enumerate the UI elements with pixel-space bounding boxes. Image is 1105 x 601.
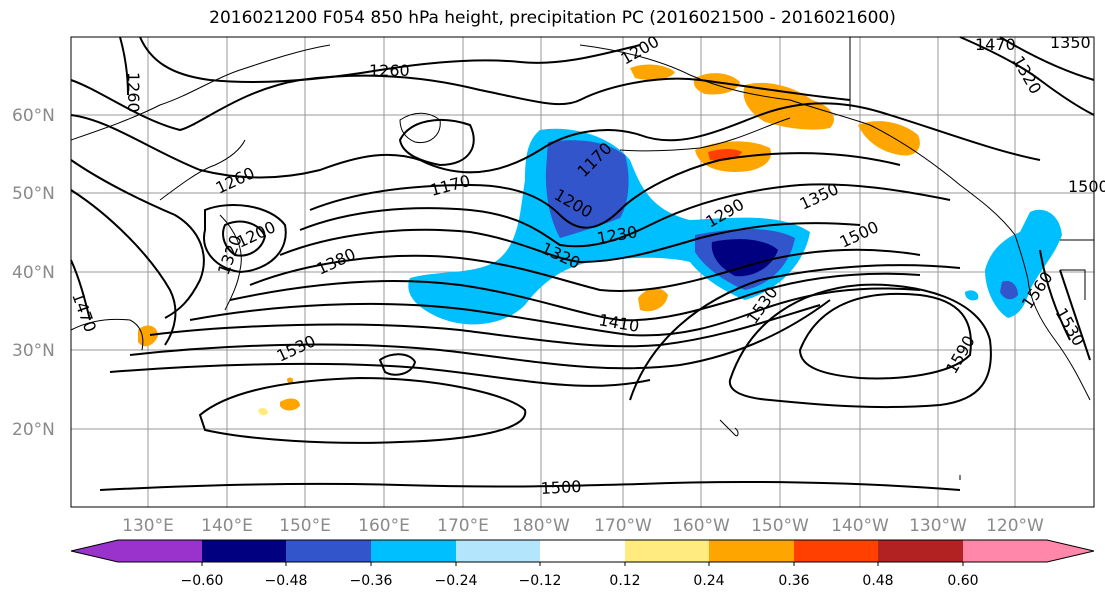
- precip-pos-pacific: [638, 288, 668, 312]
- colorbar-segment: [963, 540, 1047, 562]
- height-contours: [70, 36, 1095, 491]
- lat-label: 20°N: [12, 420, 55, 440]
- colorbar-tick-label: 0.12: [609, 573, 640, 589]
- colorbar-tick-label: −0.36: [350, 573, 393, 589]
- colorbar-segment: [878, 540, 963, 562]
- colorbar-segment: [118, 540, 202, 562]
- coastlines: [70, 37, 1094, 480]
- lon-label: 130°E: [122, 516, 174, 536]
- lon-label: 170°E: [437, 516, 489, 536]
- colorbar-tick-label: −0.24: [435, 573, 478, 589]
- colorbar: −0.60 −0.48 −0.36 −0.24 −0.12 0.12 0.24 …: [70, 539, 1095, 589]
- contour-label: 1500: [1068, 177, 1105, 196]
- colorbar-tick-label: 0.24: [693, 573, 724, 589]
- lat-label: 60°N: [12, 106, 55, 126]
- lon-label: 140°W: [831, 516, 889, 536]
- lon-label: 150°E: [279, 516, 331, 536]
- lon-label: 140°E: [201, 516, 253, 536]
- precip-neg-west-us-mid: [1000, 280, 1018, 300]
- colorbar-segment: [709, 540, 794, 562]
- precip-shading: [138, 64, 1062, 416]
- contour-label: 1350: [1050, 33, 1091, 52]
- colorbar-tick-label: −0.12: [519, 573, 562, 589]
- lon-label: 130°W: [909, 516, 967, 536]
- contour-label: 1260: [124, 72, 143, 113]
- lat-label: 50°N: [12, 184, 55, 204]
- colorbar-tick-label: −0.60: [181, 573, 224, 589]
- lon-label: 120°W: [986, 516, 1044, 536]
- precip-pos-north: [630, 64, 675, 80]
- lat-label: 40°N: [12, 263, 55, 283]
- colorbar-segment: [456, 540, 540, 562]
- colorbar-segment: [286, 540, 371, 562]
- colorbar-segment: [202, 540, 286, 562]
- lon-label: 160°E: [358, 516, 410, 536]
- colorbar-high-extension: [1047, 540, 1094, 562]
- colorbar-tick-label: 0.60: [947, 573, 978, 589]
- precip-pos-subtrop: [280, 398, 300, 411]
- precip-pos-subtrop-2: [258, 407, 268, 416]
- colorbar-tick-label: −0.48: [265, 573, 308, 589]
- contour-label: 1500: [540, 477, 582, 498]
- precip-pos-subtrop-3: [287, 377, 294, 384]
- map-title: 2016021200 F054 850 hPa height, precipit…: [209, 8, 896, 28]
- lon-label: 170°W: [594, 516, 652, 536]
- lon-label: 150°W: [751, 516, 809, 536]
- lat-label: 30°N: [12, 341, 55, 361]
- lon-label: 160°W: [672, 516, 730, 536]
- precip-neg-band: [408, 128, 810, 325]
- colorbar-tick-label: 0.48: [862, 573, 893, 589]
- precip-neg-mid: [545, 140, 629, 238]
- precip-neg-small: [965, 290, 979, 301]
- colorbar-low-extension: [71, 540, 118, 562]
- contour-label: 1260: [369, 61, 410, 80]
- map-frame: [70, 36, 1095, 508]
- colorbar-tick-label: 0.36: [778, 573, 809, 589]
- longitude-labels: 130°E 140°E 150°E 160°E 170°E 180°W 170°…: [122, 516, 1044, 536]
- colorbar-segment: [540, 540, 625, 562]
- precip-neg-strong: [711, 239, 778, 277]
- latitude-labels: 60°N 50°N 40°N 30°N 20°N: [12, 106, 55, 440]
- colorbar-segment: [625, 540, 709, 562]
- contour-label: 1470: [975, 35, 1016, 54]
- colorbar-segment: [794, 540, 878, 562]
- precip-pos-gulf: [858, 121, 920, 156]
- colorbar-segment: [371, 540, 456, 562]
- lon-label: 180°W: [512, 516, 570, 536]
- precip-pos-bering: [693, 73, 740, 95]
